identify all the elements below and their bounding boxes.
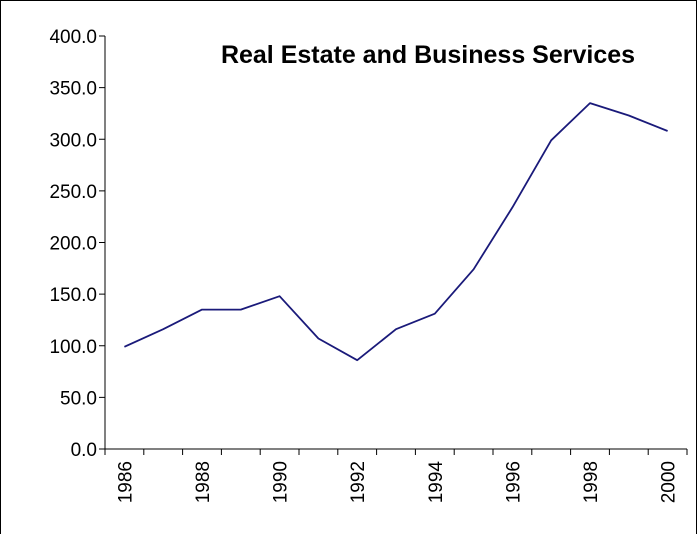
x-tick-label: 1992 bbox=[348, 461, 369, 503]
y-tick-label: 300.0 bbox=[49, 130, 97, 151]
x-tick-label: 1994 bbox=[426, 461, 447, 504]
chart-title: Real Estate and Business Services bbox=[221, 41, 635, 69]
y-tick-label: 200.0 bbox=[49, 234, 97, 255]
y-tick-label: 400.0 bbox=[49, 27, 97, 48]
x-tick-label: 2000 bbox=[659, 461, 680, 503]
y-tick-label: 150.0 bbox=[49, 285, 97, 306]
x-tick-label: 1988 bbox=[193, 461, 214, 503]
x-tick-label: 1998 bbox=[581, 461, 602, 503]
series-line bbox=[124, 103, 667, 360]
y-tick-label: 50.0 bbox=[60, 388, 97, 409]
x-tick-label: 1986 bbox=[115, 461, 136, 503]
y-tick-label: 0.0 bbox=[71, 440, 97, 461]
x-axis: 1986 1988 1990 1992 1994 1996 1998 2000 bbox=[105, 449, 687, 503]
y-tick-label: 250.0 bbox=[49, 182, 97, 203]
x-tick-label: 1990 bbox=[271, 461, 292, 503]
y-tick-label: 100.0 bbox=[49, 337, 97, 358]
x-tick-label: 1996 bbox=[503, 461, 524, 503]
series-layer bbox=[124, 103, 667, 360]
y-axis: 0.0 50.0 100.0 150.0 200.0 250.0 300.0 350.0 400… bbox=[49, 27, 105, 461]
y-tick-label: 350.0 bbox=[49, 79, 97, 100]
